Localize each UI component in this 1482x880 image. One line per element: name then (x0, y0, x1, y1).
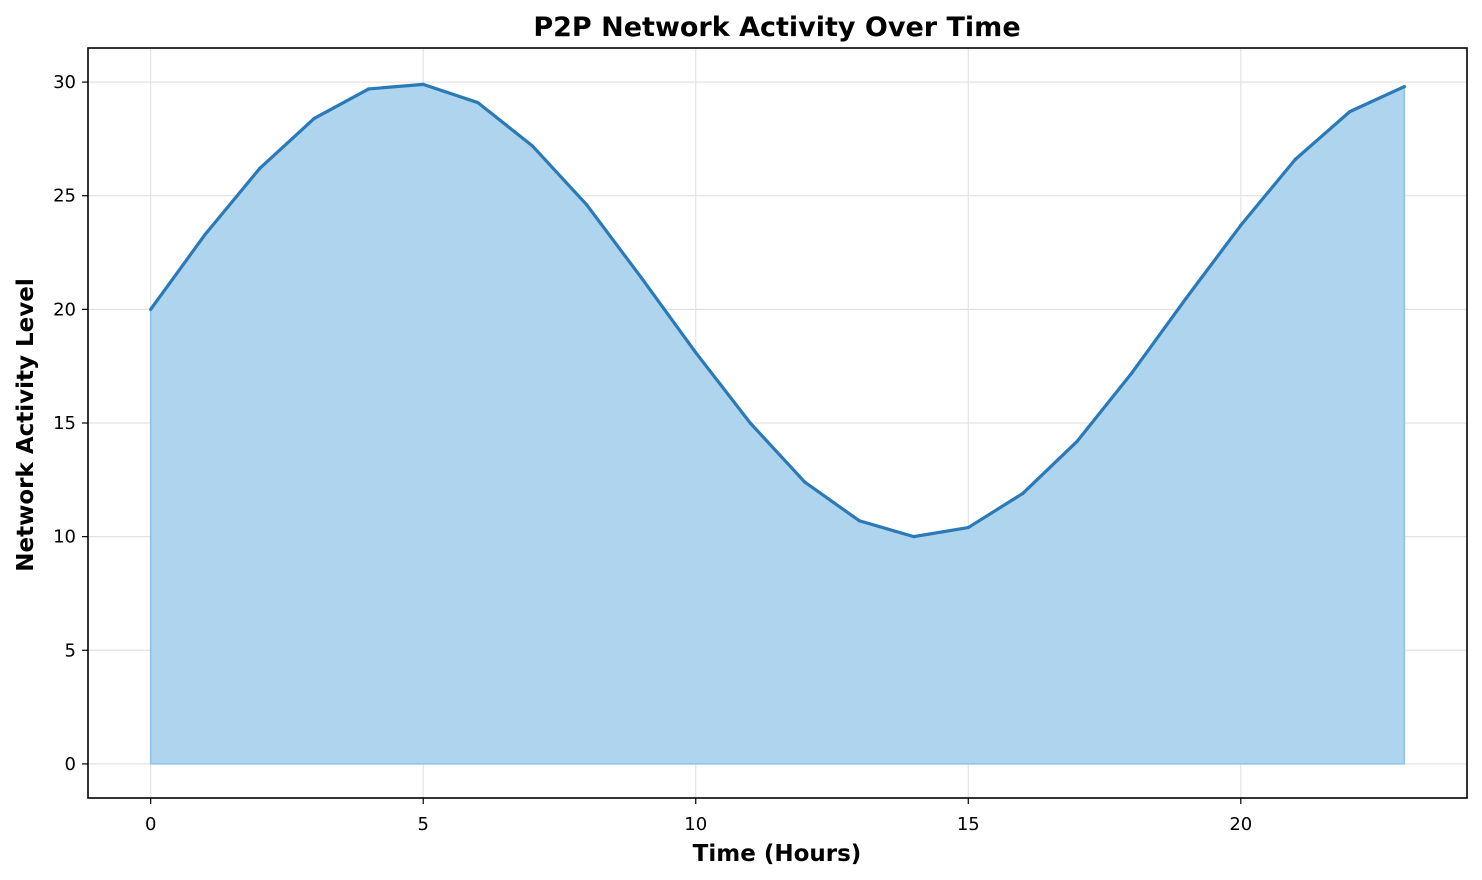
x-tick-label: 20 (1229, 814, 1252, 835)
x-tick-label: 15 (957, 814, 980, 835)
data-point (694, 350, 698, 355)
data-point (912, 535, 916, 539)
x-axis-label: Time (Hours) (693, 841, 862, 867)
data-point (203, 232, 207, 236)
data-point (639, 275, 643, 280)
y-tick-label: 25 (53, 186, 76, 207)
data-point (312, 116, 316, 121)
data-point (367, 87, 371, 91)
y-tick-label: 20 (53, 299, 76, 320)
x-tick-label: 10 (684, 814, 707, 835)
data-point (966, 525, 970, 530)
data-point (748, 421, 752, 425)
data-point (476, 100, 480, 105)
data-point (585, 203, 589, 207)
y-tick-label: 10 (53, 527, 76, 548)
data-point (857, 519, 861, 523)
data-point (1293, 157, 1297, 161)
data-point (1075, 439, 1079, 443)
y-tick-label: 0 (65, 754, 76, 775)
data-point (530, 144, 534, 148)
x-tick-label: 5 (417, 814, 428, 835)
area-layer (149, 82, 1406, 765)
data-point (1348, 110, 1352, 114)
data-point (1184, 296, 1188, 300)
data-point (1130, 371, 1134, 375)
data-point (149, 307, 153, 311)
series-line (149, 82, 1405, 539)
x-tick-label: 0 (145, 814, 156, 835)
data-point (1021, 491, 1025, 496)
data-point (803, 480, 807, 484)
y-axis-label: Network Activity Level (13, 278, 39, 571)
y-tick-label: 5 (65, 640, 76, 661)
y-tick-label: 30 (53, 72, 76, 93)
data-point (421, 82, 425, 86)
data-point (258, 166, 262, 171)
ticks: 0 5 10 15 20 0 5 10 15 20 25 30 (53, 72, 1252, 835)
chart-title: P2P Network Activity Over Time (533, 12, 1020, 43)
y-tick-label: 15 (53, 413, 76, 434)
data-point (1239, 223, 1243, 227)
data-point (1402, 85, 1406, 89)
